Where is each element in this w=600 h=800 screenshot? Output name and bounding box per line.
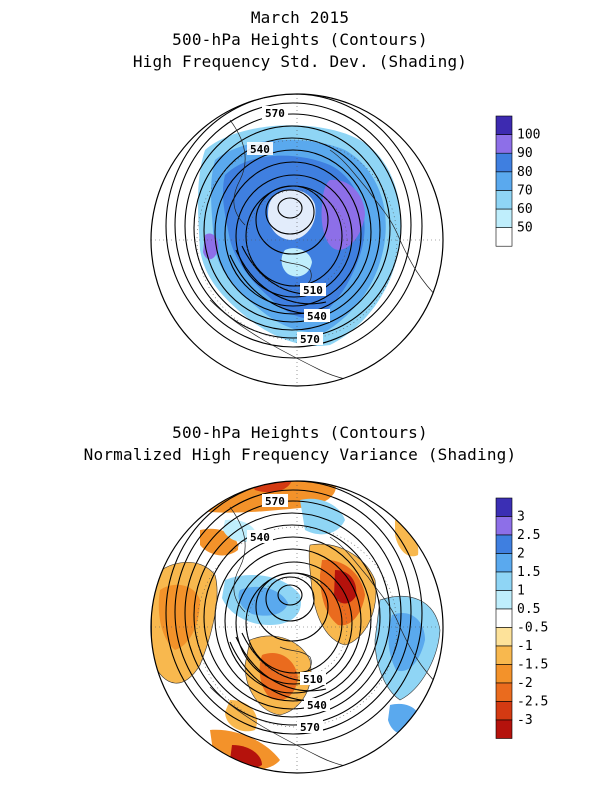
top-colorbar-swatch — [495, 134, 513, 154]
top-colorbar-swatch — [495, 171, 513, 191]
bottom-colorbar-swatch — [495, 719, 513, 739]
top-height-contours — [165, 94, 423, 359]
top-title-line-3: High Frequency Std. Dev. (Shading) — [132, 52, 468, 71]
bottom-height-contours — [165, 481, 423, 746]
bottom-colorbar-label: -1 — [517, 639, 533, 654]
bottom-title-line-1: 500-hPa Heights (Contours) — [172, 423, 428, 442]
bottom-colorbar-label: 2.5 — [517, 528, 540, 543]
top-coastlines — [209, 119, 441, 386]
bottom-colorbar-swatch — [495, 497, 513, 517]
bottom-colorbar-label: 1.5 — [517, 565, 540, 580]
bottom-colorbar-label: -2.5 — [517, 695, 548, 710]
bottom-colorbar-swatch — [495, 553, 513, 573]
bottom-colorbar-label: 2 — [517, 547, 525, 562]
bottom-colorbar: 3 2.5 2 1.5 1 0.5 -0.5 -1 -1.5 -2 -2.5 -3 — [495, 497, 548, 739]
bottom-colorbar-label: -0.5 — [517, 621, 548, 636]
top-colorbar-swatch — [495, 190, 513, 210]
top-colorbar-label: 100 — [517, 128, 540, 143]
bottom-colorbar-swatch — [495, 608, 513, 628]
top-map: 570 540 510 540 570 — [150, 93, 444, 387]
top-contour-label-540-south: 540 — [307, 310, 327, 323]
bottom-map-boundary — [150, 480, 444, 774]
top-colorbar-swatch — [495, 227, 513, 247]
top-colorbar-swatch — [495, 115, 513, 135]
bottom-colorbar-swatch — [495, 534, 513, 554]
bottom-title-line-2: Normalized High Frequency Variance (Shad… — [83, 445, 517, 464]
top-colorbar-label: 50 — [517, 221, 533, 236]
bottom-colorbar-label: -1.5 — [517, 658, 548, 673]
top-colorbar-label: 80 — [517, 165, 533, 180]
bottom-colorbar-swatch — [495, 682, 513, 702]
top-colorbar-label: 90 — [517, 146, 533, 161]
bottom-contour-label-570-south: 570 — [300, 721, 320, 734]
bottom-colorbar-swatch — [495, 701, 513, 721]
bottom-contour-label-510: 510 — [303, 673, 323, 686]
top-title-line-1: March 2015 — [250, 8, 350, 27]
bottom-contour-labels: 570 540 510 540 570 — [247, 494, 330, 734]
top-shading — [151, 94, 443, 386]
bottom-colorbar-swatch — [495, 645, 513, 665]
top-contour-label-510: 510 — [303, 284, 323, 297]
bottom-anomaly-outlines — [151, 543, 441, 716]
top-contour-label-540-north: 540 — [250, 143, 270, 156]
top-map-boundary — [150, 93, 444, 387]
bottom-colorbar-swatch — [495, 664, 513, 684]
bottom-colorbar-label: -2 — [517, 676, 533, 691]
bottom-map: 570 540 510 540 570 — [150, 480, 444, 774]
bottom-colorbar-swatch — [495, 571, 513, 591]
top-contour-label-570-south: 570 — [300, 333, 320, 346]
top-colorbar-label: 60 — [517, 202, 533, 217]
top-contour-labels: 570 540 510 540 570 — [247, 106, 330, 346]
bottom-colorbar-swatch — [495, 627, 513, 647]
top-colorbar: 50 60 70 80 90 100 — [495, 115, 540, 247]
top-colorbar-swatch — [495, 152, 513, 173]
bottom-colorbar-label: -3 — [517, 713, 533, 728]
top-colorbar-swatch — [495, 208, 513, 228]
bottom-colorbar-label: 0.5 — [517, 602, 540, 617]
bottom-colorbar-label: 3 — [517, 510, 525, 525]
top-colorbar-label: 70 — [517, 183, 533, 198]
top-contour-label-570-north: 570 — [265, 107, 285, 120]
bottom-contour-label-540-north: 540 — [250, 531, 270, 544]
bottom-colorbar-swatch — [495, 590, 513, 610]
top-title-line-2: 500-hPa Heights (Contours) — [172, 30, 428, 49]
bottom-contour-label-540-south: 540 — [307, 699, 327, 712]
bottom-colorbar-label: 1 — [517, 584, 525, 599]
bottom-contour-label-570-north: 570 — [265, 495, 285, 508]
bottom-colorbar-swatch — [495, 516, 513, 536]
